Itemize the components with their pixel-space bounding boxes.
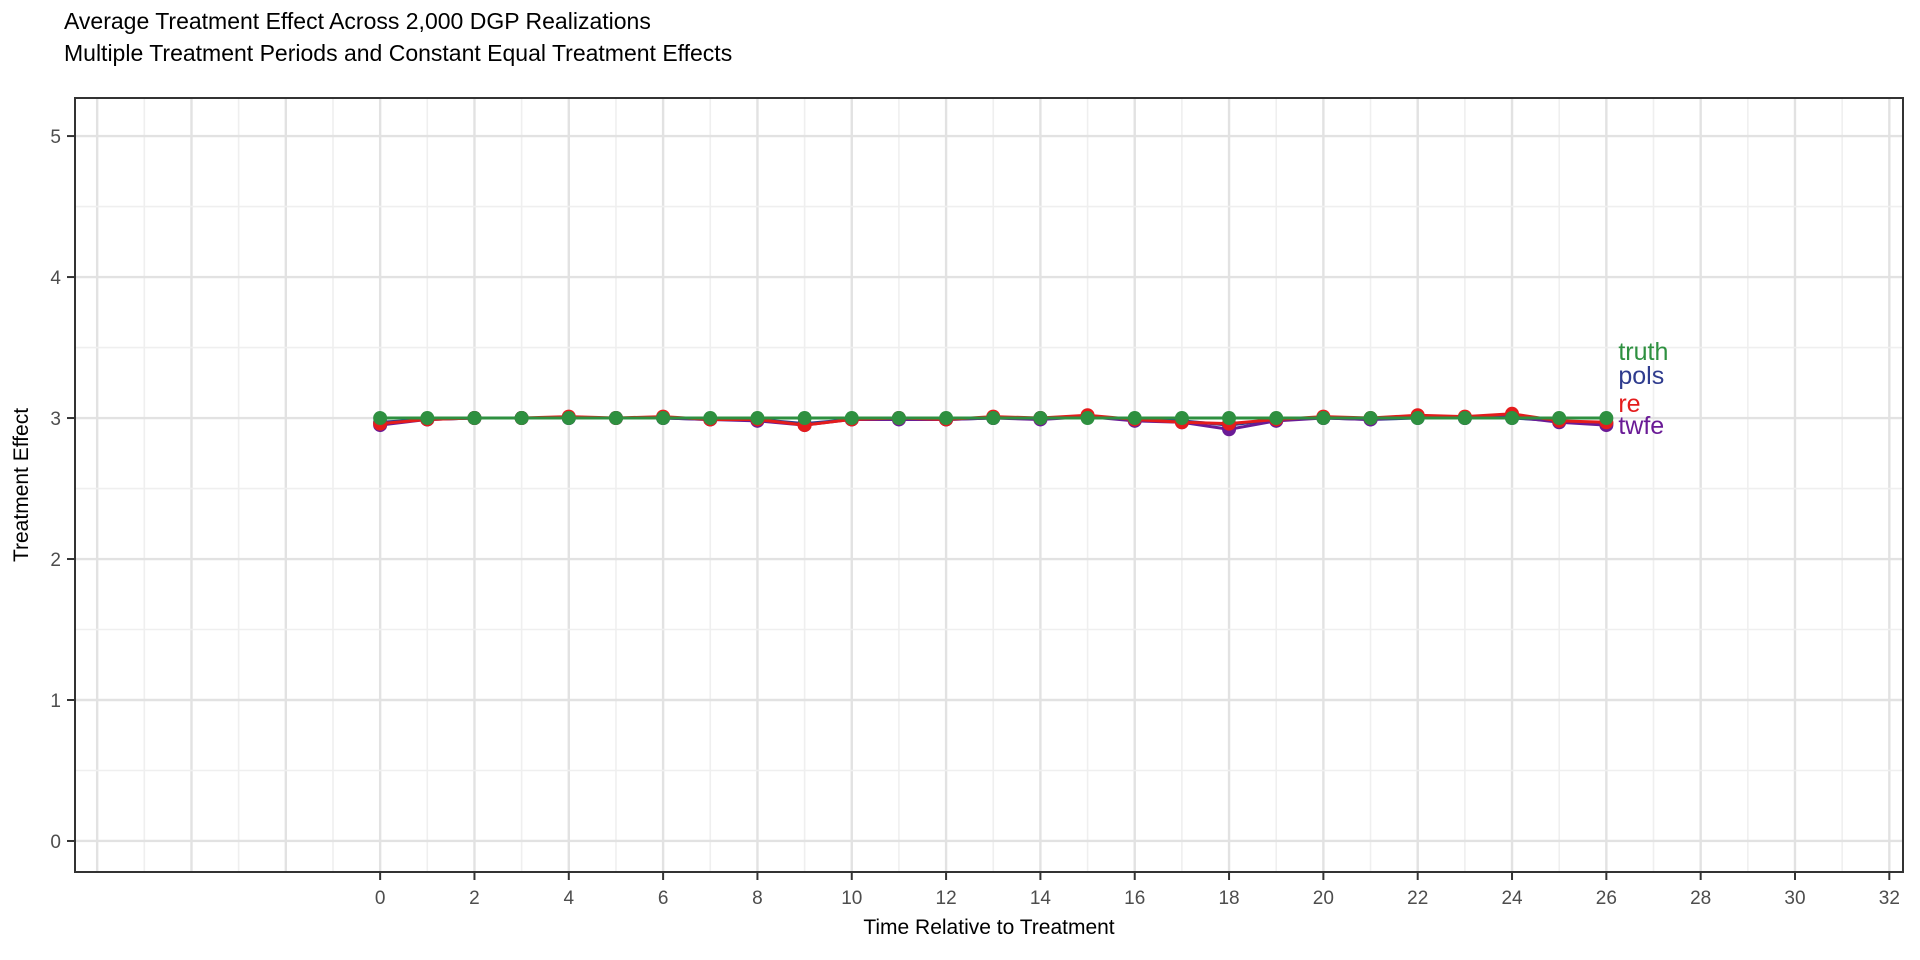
x-tick-label: 2 xyxy=(469,888,480,909)
series-end-label-pols: pols xyxy=(1618,362,1664,390)
x-tick-label: 28 xyxy=(1690,888,1711,909)
series-point-truth xyxy=(1033,411,1048,426)
chart-title: Average Treatment Effect Across 2,000 DG… xyxy=(64,8,651,34)
series-point-truth xyxy=(986,411,1001,426)
x-tick-label: 4 xyxy=(563,888,574,909)
series-point-truth xyxy=(561,411,576,426)
x-tick-label: 24 xyxy=(1501,888,1523,909)
x-tick-label: 12 xyxy=(936,888,957,909)
series-point-truth xyxy=(608,411,623,426)
series-point-truth xyxy=(1552,411,1567,426)
series-point-truth xyxy=(1316,411,1331,426)
x-tick-label: 22 xyxy=(1407,888,1428,909)
x-tick-label: 26 xyxy=(1596,888,1617,909)
series-end-label-re: re xyxy=(1618,390,1640,418)
series-point-truth xyxy=(1222,411,1237,426)
x-tick-label: 30 xyxy=(1784,888,1805,909)
panel-border xyxy=(74,97,1904,873)
series-point-truth xyxy=(1080,411,1095,426)
series-end-label-truth: truth xyxy=(1618,338,1668,366)
x-tick-label: 18 xyxy=(1218,888,1239,909)
y-tick-label: 4 xyxy=(50,268,61,289)
series-end-label-twfe: twfe xyxy=(1618,412,1664,440)
series-point-truth xyxy=(656,411,671,426)
x-tick-label: 6 xyxy=(658,888,669,909)
y-tick-label: 5 xyxy=(50,127,61,148)
series-point-truth xyxy=(373,411,388,426)
series-point-truth xyxy=(420,411,435,426)
series-point-truth xyxy=(844,411,859,426)
x-tick-label: 20 xyxy=(1313,888,1334,909)
x-tick-label: 32 xyxy=(1879,888,1900,909)
chart-subtitle: Multiple Treatment Periods and Constant … xyxy=(64,40,733,66)
y-axis-title: Treatment Effect xyxy=(10,407,33,563)
y-tick-label: 2 xyxy=(50,550,61,571)
series-point-truth xyxy=(1599,411,1614,426)
x-tick-label: 8 xyxy=(752,888,763,909)
x-tick-label: 10 xyxy=(841,888,862,909)
x-tick-label: 14 xyxy=(1030,888,1052,909)
series-point-truth xyxy=(1127,411,1142,426)
series-point-truth xyxy=(1174,411,1189,426)
series-point-truth xyxy=(1363,411,1378,426)
series-point-truth xyxy=(1457,411,1472,426)
series-point-truth xyxy=(467,411,482,426)
y-tick-label: 0 xyxy=(50,832,61,853)
series-point-truth xyxy=(1505,411,1520,426)
series-point-truth xyxy=(514,411,529,426)
series-point-truth xyxy=(891,411,906,426)
y-tick-label: 1 xyxy=(50,691,61,712)
series-point-truth xyxy=(797,411,812,426)
x-axis-title: Time Relative to Treatment xyxy=(863,916,1115,939)
series-point-truth xyxy=(1269,411,1284,426)
series-point-truth xyxy=(939,411,954,426)
series-point-truth xyxy=(750,411,765,426)
y-tick-label: 3 xyxy=(50,409,61,430)
x-tick-label: 0 xyxy=(375,888,386,909)
x-tick-label: 16 xyxy=(1124,888,1145,909)
series-point-truth xyxy=(703,411,718,426)
series-point-truth xyxy=(1410,411,1425,426)
